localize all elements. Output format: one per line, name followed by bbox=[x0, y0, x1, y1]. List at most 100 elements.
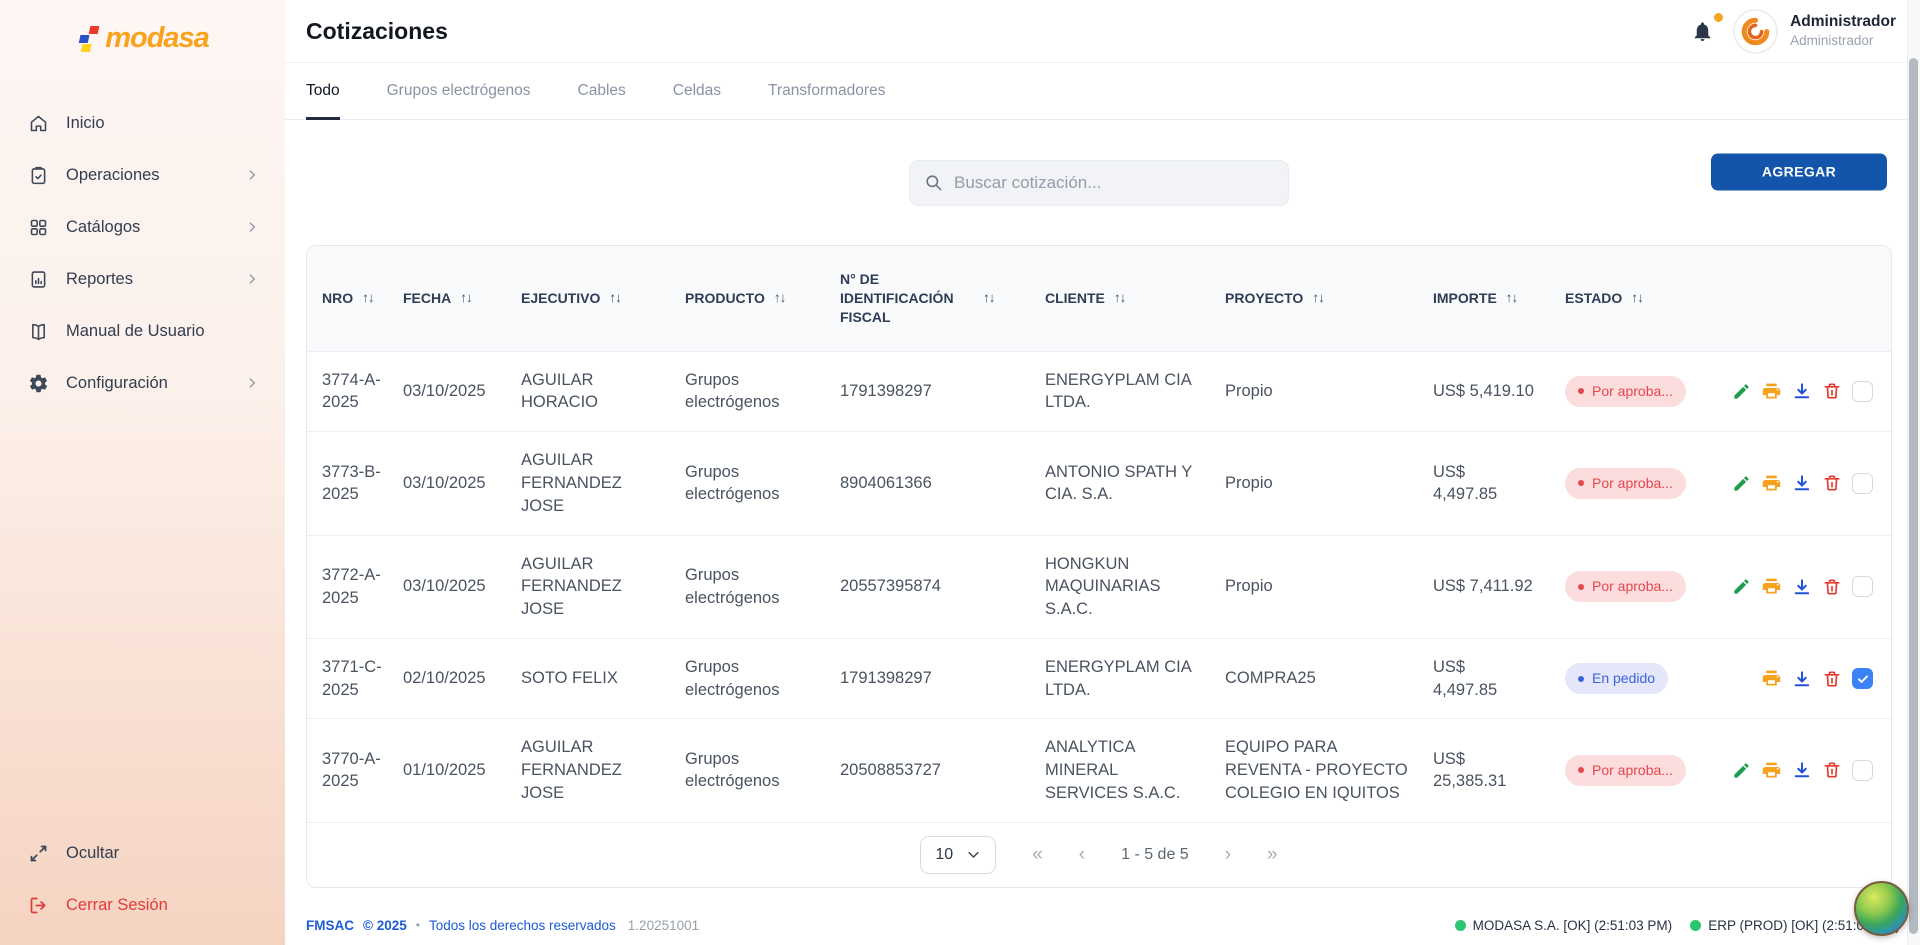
column-header-fecha[interactable]: FECHA ↑↓ bbox=[403, 289, 473, 306]
chevron-right-icon bbox=[245, 272, 259, 286]
print-button[interactable] bbox=[1761, 668, 1782, 689]
cell-proyecto: COMPRA25 bbox=[1225, 669, 1316, 688]
cell-fecha: 03/10/2025 bbox=[403, 473, 486, 492]
add-button[interactable]: AGREGAR bbox=[1711, 153, 1887, 190]
column-header-cliente[interactable]: CLIENTE ↑↓ bbox=[1045, 289, 1126, 306]
sidebar-item-catalogos[interactable]: Catálogos bbox=[0, 201, 285, 253]
floating-widget-button[interactable] bbox=[1854, 881, 1909, 936]
download-button[interactable] bbox=[1792, 577, 1812, 597]
notification-badge-dot bbox=[1714, 12, 1724, 22]
scrollbar-track[interactable] bbox=[1907, 0, 1920, 945]
delete-button[interactable] bbox=[1822, 669, 1842, 689]
row-actions bbox=[1715, 759, 1891, 781]
footer-rights-link[interactable]: Todos los derechos reservados bbox=[428, 917, 616, 933]
delete-button[interactable] bbox=[1822, 577, 1842, 597]
table-row: 3773-B- 2025 03/10/2025 AGUILAR FERNANDEZ … bbox=[307, 432, 1891, 536]
sidebar-item-inicio[interactable]: Inicio bbox=[0, 97, 285, 149]
scrollbar-thumb[interactable] bbox=[1909, 58, 1918, 934]
tab-celdas[interactable]: Celdas bbox=[672, 82, 722, 99]
collapse-icon bbox=[28, 843, 49, 864]
download-button[interactable] bbox=[1792, 473, 1812, 493]
cell-nif: 20508853727 bbox=[840, 761, 941, 780]
column-header-proyecto[interactable]: PROYECTO ↑↓ bbox=[1225, 289, 1325, 306]
column-header-ejecutivo[interactable]: EJECUTIVO ↑↓ bbox=[521, 289, 622, 306]
cell-producto: Grupos electrógenos bbox=[685, 657, 780, 699]
delete-button[interactable] bbox=[1822, 473, 1842, 493]
sort-icon: ↑↓ bbox=[1312, 290, 1324, 306]
edit-button[interactable] bbox=[1732, 761, 1751, 780]
cell-producto: Grupos electrógenos bbox=[685, 749, 780, 791]
column-header-estado[interactable]: ESTADO ↑↓ bbox=[1565, 289, 1644, 306]
download-icon bbox=[1794, 578, 1810, 594]
tab-transformadores[interactable]: Transformadores bbox=[768, 82, 886, 99]
collapse-sidebar-button[interactable]: Ocultar bbox=[0, 827, 285, 879]
logout-button[interactable]: Cerrar Sesión bbox=[0, 879, 285, 931]
next-page-button[interactable]: › bbox=[1224, 843, 1232, 865]
edit-button[interactable] bbox=[1732, 577, 1751, 596]
sidebar-item-operaciones[interactable]: Operaciones bbox=[0, 149, 285, 201]
search-icon bbox=[924, 173, 943, 192]
delete-button[interactable] bbox=[1822, 760, 1842, 780]
download-button[interactable] bbox=[1792, 381, 1812, 401]
tab-grupos-electrogenos[interactable]: Grupos electrógenos bbox=[386, 82, 531, 99]
user-menu[interactable]: Administrador Administrador bbox=[1733, 8, 1896, 54]
download-icon bbox=[1794, 475, 1810, 491]
search-input[interactable] bbox=[954, 172, 1274, 193]
search-box bbox=[909, 159, 1289, 206]
print-button[interactable] bbox=[1761, 381, 1782, 402]
download-button[interactable] bbox=[1792, 669, 1812, 689]
cell-ejecutivo: AGUILAR HORACIO bbox=[521, 370, 599, 412]
row-checkbox[interactable] bbox=[1852, 576, 1873, 598]
delete-icon bbox=[1824, 579, 1840, 595]
cell-nif: 8904061366 bbox=[840, 473, 932, 492]
download-icon bbox=[1794, 762, 1810, 778]
sidebar-item-reportes[interactable]: Reportes bbox=[0, 253, 285, 305]
column-header-producto[interactable]: PRODUCTO ↑↓ bbox=[685, 289, 786, 306]
prev-page-button[interactable]: ‹ bbox=[1078, 843, 1086, 865]
footer-separator-dot: • bbox=[415, 918, 420, 932]
column-header-importe[interactable]: IMPORTE ↑↓ bbox=[1433, 289, 1518, 306]
edit-button[interactable] bbox=[1732, 382, 1751, 401]
cell-cliente: ENERGYPLAM CIA LTDA. bbox=[1045, 370, 1192, 412]
delete-icon bbox=[1824, 383, 1840, 399]
sidebar-item-configuracion[interactable]: Configuración bbox=[0, 357, 285, 409]
edit-icon bbox=[1734, 384, 1749, 399]
footer: FMSAC © 2025 • Todos los derechos reserv… bbox=[285, 913, 1920, 945]
first-page-button[interactable]: « bbox=[1032, 843, 1043, 865]
cell-producto: Grupos electrógenos bbox=[685, 370, 780, 412]
print-button[interactable] bbox=[1761, 576, 1782, 597]
cell-estado: En pedido bbox=[1565, 646, 1715, 711]
cell-nif: 1791398297 bbox=[840, 669, 932, 688]
home-icon bbox=[28, 113, 49, 134]
cell-importe: US$ 4,497.85 bbox=[1433, 462, 1498, 504]
column-header-nro[interactable]: NRO ↑↓ bbox=[322, 289, 375, 306]
tab-cables[interactable]: Cables bbox=[577, 82, 626, 99]
print-icon bbox=[1762, 762, 1781, 778]
sort-icon: ↑↓ bbox=[1505, 290, 1518, 306]
row-actions bbox=[1715, 380, 1891, 402]
delete-button[interactable] bbox=[1822, 381, 1842, 401]
sort-icon: ↑↓ bbox=[1113, 290, 1126, 306]
column-header-nif[interactable]: N° DE IDENTIFICACIÓN FISCAL ↑↓ bbox=[840, 271, 995, 325]
row-checkbox[interactable] bbox=[1852, 759, 1873, 781]
status-ok-dot bbox=[1454, 919, 1466, 931]
cell-producto: Grupos electrógenos bbox=[685, 565, 780, 607]
sidebar-item-manual[interactable]: Manual de Usuario bbox=[0, 305, 285, 357]
page-size-select[interactable]: 10 bbox=[920, 835, 997, 874]
row-checkbox[interactable] bbox=[1852, 380, 1873, 402]
row-checkbox[interactable] bbox=[1852, 668, 1873, 690]
print-button[interactable] bbox=[1761, 473, 1782, 494]
notifications-button[interactable] bbox=[1691, 12, 1724, 43]
print-icon bbox=[1762, 578, 1781, 594]
edit-button[interactable] bbox=[1732, 474, 1751, 493]
download-button[interactable] bbox=[1792, 760, 1812, 780]
last-page-button[interactable]: » bbox=[1267, 843, 1278, 865]
cell-importe: US$ 4,497.85 bbox=[1433, 657, 1498, 699]
quotes-table-card: NRO ↑↓ FECHA ↑↓ EJECUTIVO ↑↓ PRODUCTO ↑↓ bbox=[306, 245, 1892, 888]
cell-fecha: 02/10/2025 bbox=[403, 669, 486, 688]
tab-todo[interactable]: Todo bbox=[306, 63, 340, 120]
print-button[interactable] bbox=[1761, 760, 1782, 781]
footer-company-link[interactable]: FMSAC bbox=[306, 917, 354, 933]
row-checkbox[interactable] bbox=[1852, 472, 1873, 494]
cell-fecha: 03/10/2025 bbox=[403, 382, 486, 401]
